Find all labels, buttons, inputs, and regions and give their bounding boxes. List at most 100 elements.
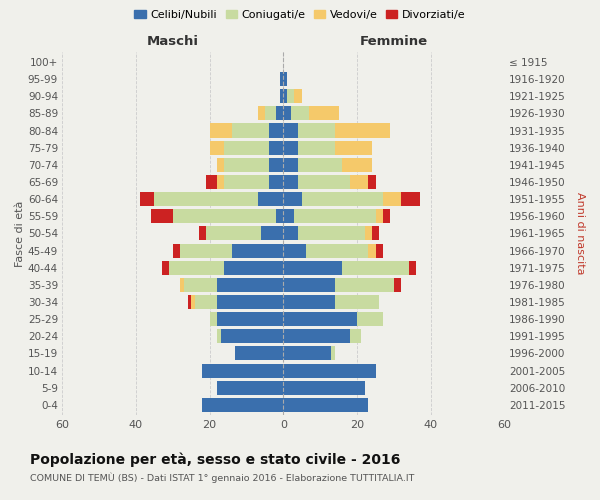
Bar [209,312,283,326]
Legend: Celibi/Nubili, Coniugati/e, Vedovi/e, Divorziati/e: Celibi/Nubili, Coniugati/e, Vedovi/e, Di… [130,6,470,25]
Bar [169,260,283,274]
Bar [235,346,283,360]
Bar [280,89,283,103]
Bar [283,175,298,189]
Bar [283,226,372,240]
Bar [283,278,394,292]
Bar [283,398,368,412]
Bar [283,364,376,378]
Bar [265,106,283,120]
Bar [202,398,283,412]
Bar [217,329,283,344]
Bar [283,106,309,120]
Bar [283,312,357,326]
Bar [283,158,298,172]
Bar [221,329,283,344]
Bar [224,140,283,154]
Bar [283,175,368,189]
Bar [235,346,283,360]
Bar [206,226,283,240]
Bar [283,260,416,274]
Bar [283,226,379,240]
Y-axis label: Anni di nascita: Anni di nascita [575,192,585,274]
Bar [283,192,401,206]
Bar [283,226,298,240]
Bar [283,260,409,274]
Bar [283,89,295,103]
Bar [283,364,376,378]
Bar [283,312,383,326]
Bar [217,380,283,394]
Bar [283,346,331,360]
Bar [283,346,335,360]
Bar [283,244,368,258]
Bar [180,278,283,292]
Bar [283,209,295,224]
Bar [283,175,350,189]
Bar [283,72,287,86]
Bar [276,209,283,224]
Bar [169,260,283,274]
Bar [283,380,365,394]
Bar [283,72,287,86]
Text: COMUNE DI TEMÙ (BS) - Dati ISTAT 1° gennaio 2016 - Elaborazione TUTTITALIA.IT: COMUNE DI TEMÙ (BS) - Dati ISTAT 1° genn… [30,472,415,483]
Bar [280,72,283,86]
Bar [283,124,335,138]
Bar [217,295,283,309]
Bar [276,106,283,120]
Bar [209,312,283,326]
Bar [283,295,379,309]
Bar [283,106,339,120]
Bar [283,398,368,412]
Bar [280,89,283,103]
Bar [217,380,283,394]
Bar [283,72,287,86]
Bar [283,244,376,258]
Bar [283,175,376,189]
Bar [283,244,383,258]
Bar [283,226,365,240]
Bar [280,89,283,103]
Bar [283,380,365,394]
Bar [280,72,283,86]
Bar [217,380,283,394]
Y-axis label: Fasce di età: Fasce di età [15,200,25,266]
Bar [202,364,283,378]
Bar [283,192,420,206]
Bar [283,346,335,360]
Bar [269,140,283,154]
Bar [209,124,283,138]
Bar [202,398,283,412]
Bar [261,226,283,240]
Bar [283,124,391,138]
Bar [269,158,283,172]
Bar [283,312,383,326]
Bar [257,192,283,206]
Bar [283,260,409,274]
Bar [154,192,283,206]
Bar [235,346,283,360]
Bar [283,89,287,103]
Bar [140,192,283,206]
Bar [283,209,391,224]
Bar [199,226,283,240]
Bar [184,278,283,292]
Bar [202,364,283,378]
Bar [283,295,379,309]
Bar [217,329,283,344]
Bar [283,398,368,412]
Bar [269,124,283,138]
Bar [283,192,383,206]
Text: Maschi: Maschi [147,35,199,48]
Bar [232,244,283,258]
Bar [283,244,305,258]
Bar [283,329,361,344]
Bar [206,226,283,240]
Bar [180,244,283,258]
Bar [162,260,283,274]
Bar [224,158,283,172]
Bar [154,192,283,206]
Bar [283,329,361,344]
Bar [217,158,283,172]
Bar [188,295,283,309]
